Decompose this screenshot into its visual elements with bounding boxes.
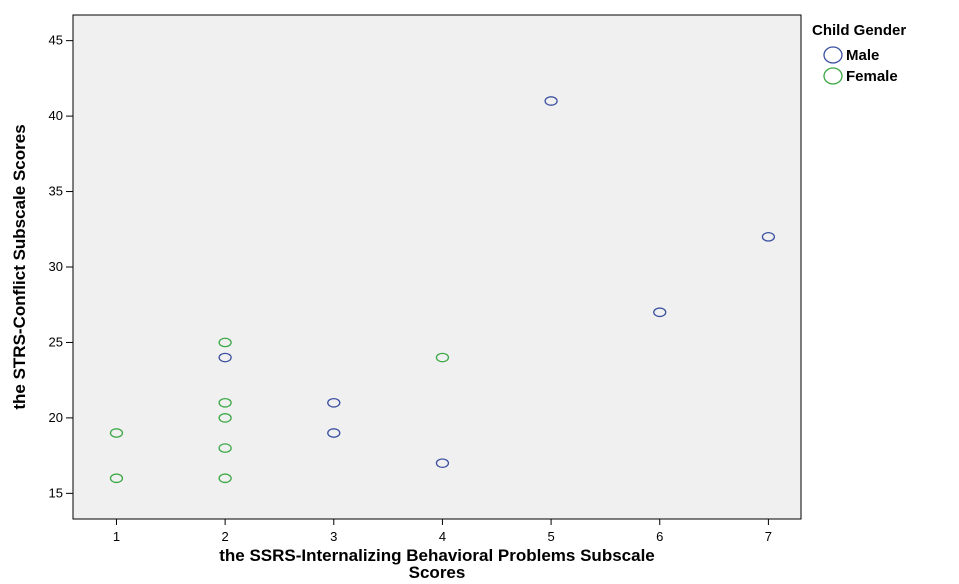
plot-area: [72, 14, 802, 520]
y-tick-label: 40: [49, 108, 63, 123]
legend-title: Child Gender: [812, 22, 906, 39]
x-axis-title-line: Scores: [409, 563, 466, 582]
point-male: [327, 428, 341, 438]
point-female: [218, 337, 232, 348]
y-tick-label: 30: [49, 259, 63, 274]
y-axis: 15 20 25 30 35 40 45: [49, 33, 73, 500]
point-male: [761, 231, 776, 242]
x-axis-title-line: the SSRS-Internalizing Behavioral Proble…: [219, 546, 655, 565]
y-tick-label: 15: [49, 485, 63, 500]
x-tick-label: 4: [439, 529, 446, 544]
x-axis-title: the SSRS-Internalizing Behavioral Proble…: [219, 546, 655, 582]
y-tick-label: 35: [49, 184, 63, 199]
point-male: [327, 397, 341, 408]
x-tick-label: 1: [113, 529, 120, 544]
x-tick-label: 5: [547, 529, 554, 544]
y-tick-label: 45: [49, 33, 63, 48]
legend-marker-male: [823, 46, 843, 64]
point-male: [653, 307, 667, 318]
legend-label-female: Female: [846, 68, 898, 85]
data-points: [109, 96, 776, 484]
y-axis-title: the STRS-Conflict Subscale Scores: [10, 124, 29, 409]
point-female: [109, 473, 124, 484]
legend-label-male: Male: [846, 47, 879, 64]
point-male: [544, 96, 558, 106]
legend: Child Gender Male Female: [812, 22, 906, 85]
x-tick-label: 3: [330, 529, 337, 544]
point-female: [218, 413, 232, 423]
x-tick-label: 7: [765, 529, 772, 544]
x-tick-label: 2: [222, 529, 229, 544]
x-axis: 1 2 3 4 5 6 7: [113, 519, 772, 544]
point-male: [435, 458, 450, 469]
point-female: [218, 397, 232, 408]
x-tick-label: 6: [656, 529, 663, 544]
y-tick-label: 25: [49, 334, 63, 349]
legend-marker-female: [823, 67, 843, 85]
point-male: [218, 352, 232, 363]
y-tick-label: 20: [49, 410, 63, 425]
point-female: [435, 352, 450, 363]
point-female: [218, 473, 232, 484]
point-female: [109, 428, 124, 438]
point-female: [218, 443, 232, 453]
